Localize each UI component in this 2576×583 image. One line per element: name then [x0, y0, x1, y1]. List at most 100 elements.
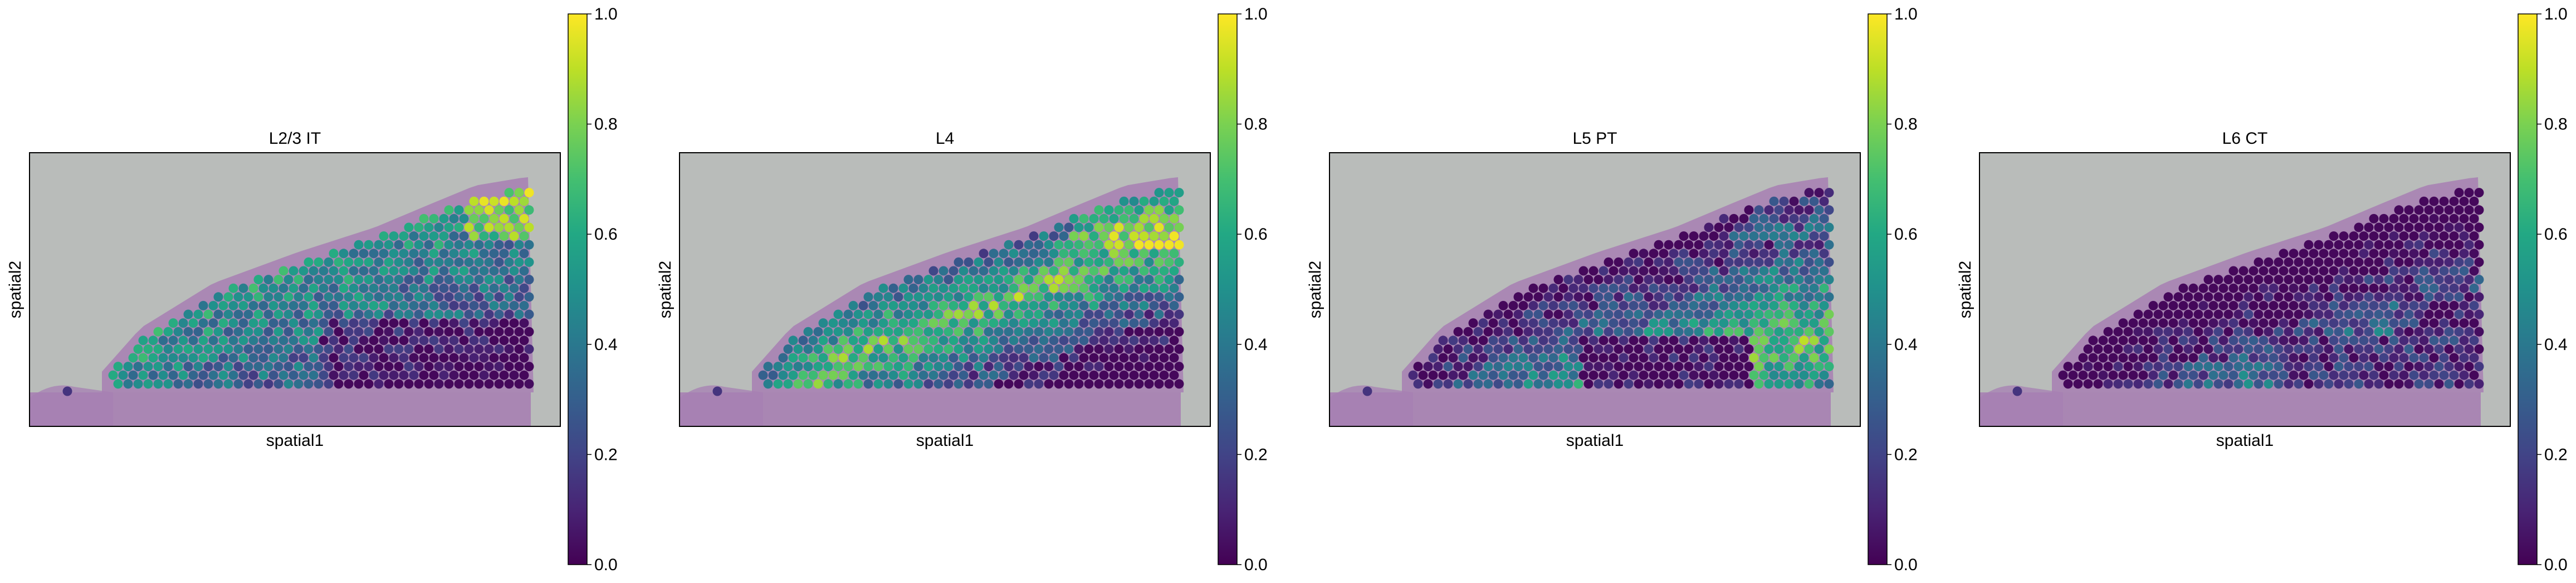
spot [1799, 196, 1809, 206]
spot [2279, 249, 2289, 259]
spot [1604, 379, 1614, 389]
spot [828, 370, 838, 380]
spot [273, 292, 283, 302]
spot [1493, 362, 1503, 372]
spot [833, 379, 843, 389]
spot [1624, 275, 1634, 285]
spot [329, 353, 339, 363]
spot [2198, 353, 2208, 363]
spot [1064, 257, 1074, 267]
spot [1614, 309, 1624, 319]
spot [1744, 292, 1754, 302]
spot [2274, 379, 2284, 389]
spot [1689, 300, 1699, 310]
spot [424, 362, 434, 372]
spot [1563, 379, 1573, 389]
spot [1759, 249, 1769, 259]
spot [198, 353, 208, 363]
spot [2314, 379, 2324, 389]
spot [1488, 370, 1498, 380]
spot [2093, 379, 2103, 389]
spot [494, 379, 504, 389]
spot [344, 327, 354, 337]
spot [1149, 196, 1159, 206]
spot [439, 283, 449, 293]
spot [2259, 353, 2269, 363]
spot [499, 196, 509, 206]
spot [1044, 309, 1054, 319]
spot [1523, 379, 1533, 389]
spot [1754, 292, 1764, 302]
spot [2384, 222, 2394, 232]
spot [994, 344, 1004, 354]
spot [2264, 275, 2274, 285]
spot [168, 318, 178, 328]
spot [2309, 318, 2319, 328]
spot [1019, 283, 1029, 293]
spot [253, 292, 263, 302]
spot [2419, 318, 2429, 328]
spot [2299, 353, 2309, 363]
spot [2259, 300, 2269, 310]
spot [949, 300, 959, 310]
spot [434, 222, 444, 232]
spot [1684, 275, 1694, 285]
spot [1064, 362, 1074, 372]
spot [519, 249, 529, 259]
spot [2148, 318, 2158, 328]
spot [1759, 213, 1769, 224]
spot [369, 336, 379, 346]
spot [2083, 362, 2093, 372]
spot [1588, 300, 1599, 310]
spot [469, 283, 479, 293]
spot [484, 344, 494, 354]
spot [2324, 275, 2334, 285]
spot [999, 318, 1009, 328]
spot [1689, 266, 1699, 276]
spot [2319, 370, 2329, 380]
spot [974, 309, 984, 319]
spot [1764, 362, 1774, 372]
spot [414, 275, 424, 285]
spot [444, 344, 454, 354]
spot [489, 318, 499, 328]
spot [2364, 344, 2374, 354]
spot [1004, 362, 1014, 372]
spot [273, 362, 283, 372]
spot [2269, 300, 2279, 310]
spot [1169, 266, 1179, 276]
spot [459, 370, 469, 380]
spot [913, 344, 923, 354]
spot [509, 336, 519, 346]
spot [1764, 275, 1774, 285]
spot [248, 370, 258, 380]
spot [248, 283, 258, 293]
spot [1149, 370, 1159, 380]
spot [494, 309, 504, 319]
spot [2284, 257, 2294, 267]
spot [1769, 318, 1779, 328]
spot [2454, 362, 2464, 372]
spot [2449, 196, 2459, 206]
spot [2449, 231, 2459, 241]
spot [1809, 300, 1819, 310]
spot [2454, 309, 2464, 319]
spot [938, 300, 949, 310]
spot [938, 266, 949, 276]
spot [2254, 257, 2264, 267]
spot [2394, 344, 2404, 354]
spot [319, 318, 329, 328]
spot [1819, 370, 1829, 380]
spot [1679, 318, 1689, 328]
spot [2183, 309, 2193, 319]
spot [1599, 266, 1609, 276]
spot [1774, 275, 1784, 285]
spot [1463, 362, 1473, 372]
spot [2419, 353, 2429, 363]
spot [1159, 213, 1169, 224]
x-axis-label: spatial1 [2216, 431, 2274, 450]
spot [1789, 336, 1799, 346]
spot [349, 353, 359, 363]
spot [2459, 283, 2469, 293]
spot [1669, 370, 1679, 380]
